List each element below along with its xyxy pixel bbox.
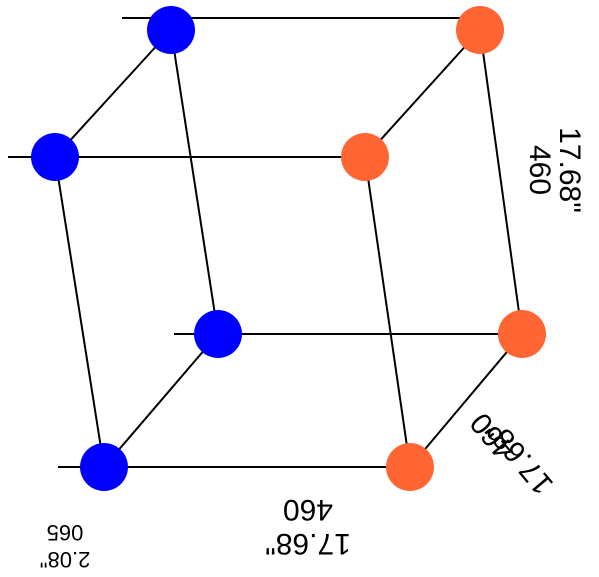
bottom-dimension-mm: 460 — [283, 493, 333, 526]
orange-node-top — [456, 6, 504, 54]
edge-vertical-2 — [170, 29, 219, 335]
corner-dimension-inches: 2.08" — [40, 547, 91, 572]
blue-node-inner — [194, 310, 242, 358]
blue-node-bottom — [80, 443, 128, 491]
right-dimension-mm: 460 — [523, 145, 556, 195]
bottom-dimension-inches: 17.68" — [265, 527, 351, 560]
edge-diagonal-4 — [409, 333, 523, 468]
edge-vertical-3 — [364, 156, 411, 468]
orange-node-bottom — [386, 443, 434, 491]
blue-node-left — [31, 133, 79, 181]
edge-diagonal-3 — [103, 333, 219, 468]
edge-vertical-1 — [54, 156, 105, 468]
edge-vertical-4 — [479, 29, 523, 335]
orange-node-right — [498, 310, 546, 358]
blue-node-top — [147, 6, 195, 54]
corner-dimension-mm: 065 — [47, 520, 84, 545]
edge-diagonal-1 — [54, 29, 172, 158]
right-dimension-inches: 17.68" — [553, 127, 586, 213]
orange-node-mid — [341, 133, 389, 181]
edge-diagonal-2 — [364, 29, 481, 158]
